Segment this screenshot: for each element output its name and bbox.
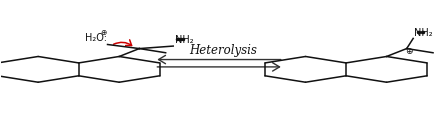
Text: ⊕: ⊕ (405, 47, 413, 56)
Text: ⊕: ⊕ (101, 28, 107, 37)
FancyArrowPatch shape (114, 40, 131, 46)
Text: Heterolysis: Heterolysis (190, 44, 257, 57)
Text: NH₂: NH₂ (414, 28, 433, 38)
Text: NH₂: NH₂ (175, 35, 194, 46)
FancyArrowPatch shape (159, 55, 281, 64)
Text: H₂O:: H₂O: (84, 33, 107, 43)
FancyArrowPatch shape (157, 63, 279, 71)
